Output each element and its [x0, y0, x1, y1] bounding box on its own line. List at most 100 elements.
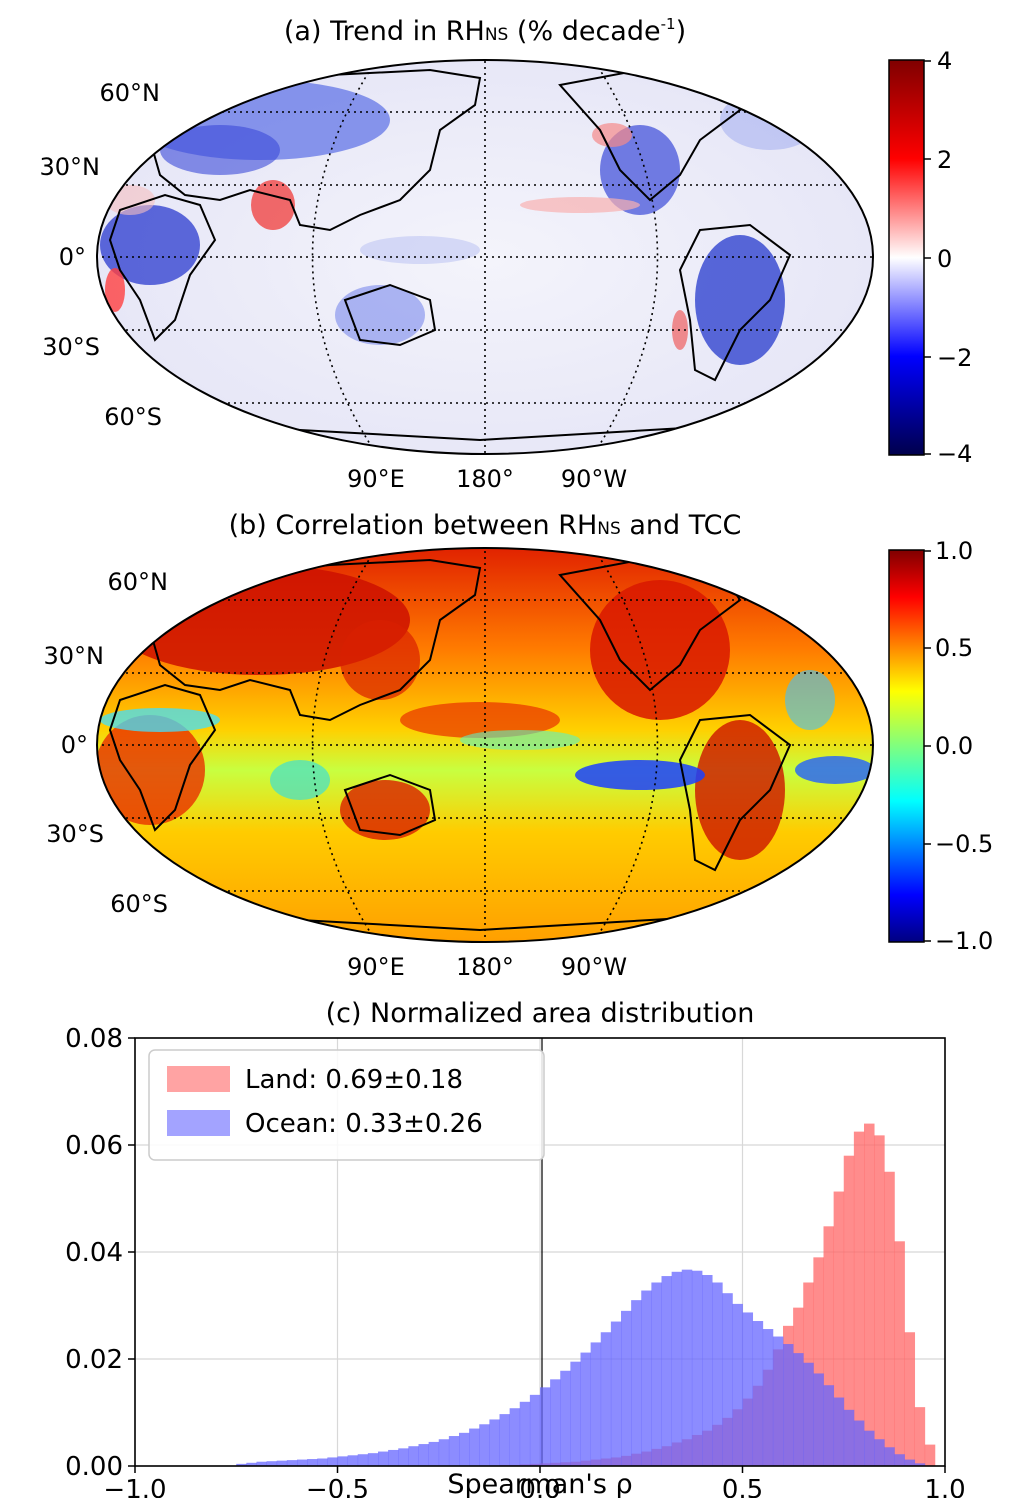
ocean-bar: [327, 1457, 338, 1466]
panel-a-lat-labels: 60°N 30°N 0° 30°S 60°S: [40, 79, 163, 431]
ocean-bar: [600, 1332, 612, 1466]
ocean-bar: [661, 1276, 673, 1466]
y-tick-label: 0.02: [65, 1345, 123, 1375]
ocean-bar: [398, 1448, 409, 1466]
ocean-bar: [428, 1441, 440, 1466]
panel-a: (a) Trend in RHNS (% decade-1): [40, 15, 973, 493]
ocean-bar: [347, 1455, 359, 1466]
ocean-bar: [712, 1282, 723, 1466]
ocean-bar: [550, 1379, 561, 1466]
ocean-bar: [286, 1460, 298, 1466]
ocean-series: [236, 1269, 936, 1466]
ocean-bar: [742, 1312, 754, 1466]
ocean-bar: [843, 1409, 855, 1466]
land-bar: [864, 1123, 875, 1466]
ocean-bar: [874, 1439, 885, 1466]
x-tick-label: 0.0: [519, 1475, 560, 1498]
x-axis-label: Spearman's ρ: [447, 1469, 632, 1498]
ocean-bar: [367, 1453, 379, 1466]
lon-label: 90°W: [561, 953, 627, 981]
lat-label: 0°: [61, 731, 88, 759]
ocean-bar: [469, 1428, 480, 1466]
ocean-bar: [681, 1269, 693, 1466]
ocean-bar: [276, 1460, 288, 1466]
ocean-bar: [570, 1361, 581, 1466]
lat-label: 60°S: [110, 890, 168, 918]
colorbar-tick: 0.5: [935, 634, 973, 662]
ocean-bar: [388, 1449, 399, 1466]
ocean-bar: [864, 1430, 875, 1466]
ocean-bar: [783, 1344, 794, 1466]
ocean-bar: [337, 1456, 349, 1466]
panel-b-lon-labels: 90°E 180° 90°W: [347, 953, 627, 981]
ocean-bar: [378, 1451, 389, 1466]
ocean-bar: [580, 1352, 592, 1466]
colorbar-tick: 0.0: [935, 732, 973, 760]
ocean-bar: [813, 1373, 824, 1466]
ocean-bar: [590, 1342, 602, 1466]
lon-label: 180°: [456, 953, 514, 981]
lat-label: 30°N: [40, 153, 101, 181]
lat-label: 30°N: [44, 642, 105, 670]
legend-box: [148, 1049, 545, 1161]
land-bar: [904, 1332, 916, 1466]
ocean-bar: [691, 1270, 703, 1466]
ocean-bar: [529, 1394, 541, 1466]
legend-swatch-ocean: [167, 1110, 230, 1136]
colorbar-tick: −4: [937, 440, 972, 468]
ocean-bar: [610, 1321, 622, 1466]
ocean-bar: [833, 1397, 845, 1466]
x-tick-label: 0.5: [722, 1475, 763, 1498]
panel-a-map: [97, 60, 873, 454]
lon-label: 90°E: [347, 953, 405, 981]
lat-label: 0°: [59, 243, 86, 271]
ocean-bar: [752, 1321, 764, 1466]
ocean-bar: [307, 1459, 318, 1466]
ocean-bar: [631, 1300, 642, 1466]
x-tick-label: −0.5: [306, 1475, 369, 1498]
panel-b-colorbar-ticks: 1.0 0.5 0.0 −0.5 −1.0: [935, 537, 993, 955]
ocean-bar: [448, 1436, 460, 1466]
ocean-bar: [519, 1401, 531, 1466]
lat-label: 60°N: [100, 79, 161, 107]
ocean-bar: [914, 1463, 926, 1466]
ocean-bar: [297, 1459, 308, 1466]
ocean-bar: [651, 1282, 662, 1466]
land-bar: [833, 1191, 845, 1466]
colorbar-tick: −1.0: [935, 927, 993, 955]
ocean-bar: [489, 1419, 500, 1466]
land-bar: [853, 1131, 865, 1466]
lon-label: 90°W: [561, 465, 627, 493]
chart-ticks: −1.0 −0.5 0.0 0.5 1.0 0.00 0.02 0.04 0.06 0.08: [65, 1024, 966, 1498]
ocean-bar: [621, 1310, 632, 1466]
ocean-bar: [509, 1408, 521, 1466]
lon-label: 180°: [456, 465, 514, 493]
colorbar-tick: 1.0: [935, 537, 973, 565]
ocean-bar: [732, 1303, 743, 1466]
chart-title: (c) Normalized area distribution: [326, 998, 755, 1029]
ocean-bar: [459, 1432, 470, 1466]
panel-a-graticule: [97, 60, 873, 454]
legend: Land: 0.69±0.18 Ocean: 0.33±0.26: [148, 1049, 545, 1161]
ocean-bar: [499, 1414, 511, 1466]
ocean-bar: [256, 1461, 268, 1466]
colorbar-tick: −0.5: [935, 830, 993, 858]
panel-b: (b) Correlation between RHNS and TCC: [44, 510, 994, 981]
ocean-bar: [884, 1447, 895, 1466]
ocean-bar: [793, 1353, 804, 1466]
land-bar: [884, 1171, 895, 1466]
panel-a-title: (a) Trend in RHNS (% decade-1): [284, 15, 686, 47]
ocean-bar: [671, 1271, 683, 1466]
ocean-bar: [560, 1370, 571, 1466]
lat-label: 30°S: [46, 820, 104, 848]
land-bar: [823, 1226, 835, 1466]
ocean-bar: [438, 1439, 450, 1466]
ocean-bar: [236, 1463, 247, 1466]
panel-a-colorbar-ticks: 4 2 0 −2 −4: [937, 47, 972, 468]
ocean-bar: [641, 1290, 652, 1466]
lon-label: 90°E: [347, 465, 405, 493]
panel-b-map-border: [96, 547, 874, 943]
panel-c: (c) Normalized area distribution −1.0 −0.…: [65, 998, 966, 1498]
lat-label: 60°N: [108, 568, 169, 596]
land-bar: [813, 1257, 824, 1466]
